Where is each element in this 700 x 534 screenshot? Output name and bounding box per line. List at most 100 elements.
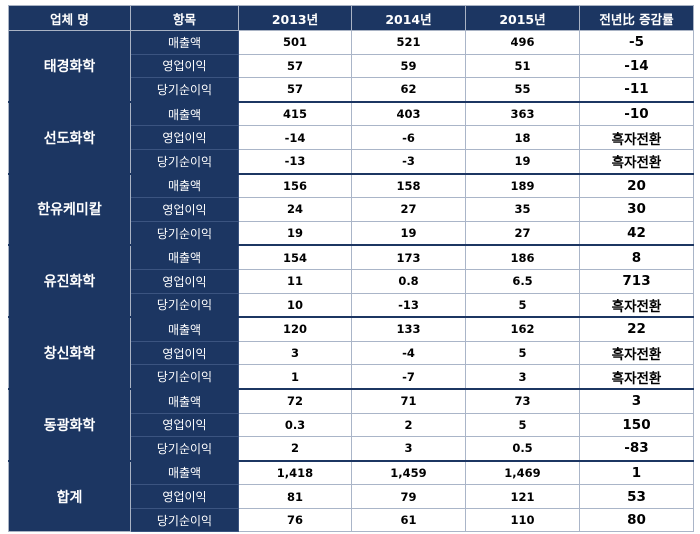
table-row: 당기순이익 19 19 27 42 <box>9 220 694 246</box>
value-2013-cell: 10 <box>238 292 352 318</box>
value-2014-cell: 133 <box>351 316 466 342</box>
value-2013-cell: 2 <box>238 436 352 462</box>
value-2014-cell: -6 <box>351 125 466 150</box>
change-rate-cell: -11 <box>579 77 694 103</box>
value-2013-cell: 81 <box>238 484 352 509</box>
value-2014-cell: 27 <box>351 197 466 222</box>
change-rate-cell: -14 <box>579 53 694 79</box>
company-name-cell: 창신화학 <box>8 316 131 390</box>
item-label-cell: 당기순이익 <box>130 364 239 390</box>
change-rate-cell: 22 <box>579 316 694 342</box>
change-rate-cell: -10 <box>579 100 694 127</box>
value-2013-cell: 0.3 <box>238 412 352 438</box>
value-2013-cell: 76 <box>238 507 352 533</box>
item-label-cell: 영업이익 <box>130 340 239 366</box>
table-row: 영업이익 0.3 2 5 150 <box>9 412 694 438</box>
value-2014-cell: -13 <box>351 292 466 318</box>
value-2015-cell: 51 <box>465 53 580 79</box>
value-2015-cell: 162 <box>465 316 580 342</box>
item-label-cell: 당기순이익 <box>130 220 239 246</box>
change-rate-cell: 3 <box>579 387 694 414</box>
table-row: 영업이익 11 0.8 6.5 713 <box>9 268 694 294</box>
header-2014: 2014년 <box>351 5 466 31</box>
item-label-cell: 영업이익 <box>130 484 239 509</box>
change-rate-cell: 흑자전환 <box>579 125 694 150</box>
value-2014-cell: 19 <box>351 220 466 246</box>
table-header: 업체 명 항목 2013년 2014년 2015년 전년比 증감률 <box>8 5 694 31</box>
value-2015-cell: 73 <box>465 387 580 414</box>
value-2015-cell: 55 <box>465 77 580 103</box>
financial-results-table: 업체 명 항목 2013년 2014년 2015년 전년比 증감률 태경화학 매출… <box>8 5 694 533</box>
value-2015-cell: 496 <box>465 30 580 55</box>
value-2015-cell: 5 <box>465 292 580 318</box>
value-2014-cell: 71 <box>351 387 466 414</box>
value-2015-cell: 110 <box>465 507 580 533</box>
company-name-cell: 유진화학 <box>8 244 131 318</box>
value-2014-cell: 61 <box>351 507 466 533</box>
value-2015-cell: 5 <box>465 340 580 366</box>
change-rate-cell: 흑자전환 <box>579 292 694 318</box>
item-label-cell: 영업이익 <box>130 53 239 79</box>
item-label-cell: 당기순이익 <box>130 148 239 175</box>
change-rate-cell: 150 <box>579 412 694 438</box>
change-rate-cell: -83 <box>579 436 694 462</box>
table-row: 당기순이익 76 61 110 80 <box>9 507 694 533</box>
value-2015-cell: 1,469 <box>465 459 580 486</box>
value-2014-cell: -3 <box>351 148 466 175</box>
table-row: 한유케미칼 매출액 156 158 189 20 <box>8 172 694 246</box>
item-label-cell: 영업이익 <box>130 197 239 222</box>
value-2014-cell: 62 <box>351 77 466 103</box>
table-row: 유진화학 매출액 154 173 186 8 <box>8 244 694 318</box>
value-2013-cell: 11 <box>238 268 352 294</box>
value-2014-cell: 3 <box>351 436 466 462</box>
item-label-cell: 매출액 <box>130 100 239 127</box>
item-label-cell: 매출액 <box>130 244 239 270</box>
value-2014-cell: 158 <box>351 172 466 199</box>
value-2015-cell: 0.5 <box>465 436 580 462</box>
table-row: 창신화학 매출액 120 133 162 22 <box>8 316 694 390</box>
value-2013-cell: 57 <box>238 53 352 79</box>
change-rate-cell: 1 <box>579 459 694 486</box>
financial-table-container: 업체 명 항목 2013년 2014년 2015년 전년比 증감률 태경화학 매출… <box>8 5 694 533</box>
item-label-cell: 영업이익 <box>130 268 239 294</box>
table-row: 태경화학 매출액 501 521 496 -5 <box>8 29 694 103</box>
company-name-cell: 태경화학 <box>8 29 131 103</box>
table-row: 동광화학 매출액 72 71 73 3 <box>8 387 694 462</box>
table-body: 태경화학 매출액 501 521 496 -5 영업이익 57 59 51 -14 당기순이익 57 62… <box>8 29 694 533</box>
header-item: 항목 <box>130 5 239 31</box>
item-label-cell: 당기순이익 <box>130 507 239 533</box>
table-row: 선도화학 매출액 415 403 363 -10 <box>8 100 694 175</box>
header-2013: 2013년 <box>238 5 352 31</box>
change-rate-cell: 30 <box>579 197 694 222</box>
header-company: 업체 명 <box>8 5 131 31</box>
change-rate-cell: 흑자전환 <box>579 364 694 390</box>
item-label-cell: 매출액 <box>130 30 239 55</box>
change-rate-cell: 713 <box>579 268 694 294</box>
change-rate-cell: 8 <box>579 244 694 270</box>
value-2013-cell: 24 <box>238 197 352 222</box>
value-2013-cell: 57 <box>238 77 352 103</box>
item-label-cell: 당기순이익 <box>130 292 239 318</box>
value-2014-cell: 79 <box>351 484 466 509</box>
value-2013-cell: -13 <box>238 148 352 175</box>
value-2014-cell: -7 <box>351 364 466 390</box>
change-rate-cell: 53 <box>579 484 694 509</box>
value-2014-cell: 403 <box>351 100 466 127</box>
value-2013-cell: 120 <box>238 316 352 342</box>
change-rate-cell: 20 <box>579 172 694 199</box>
table-row: 영업이익 -14 -6 18 흑자전환 <box>9 125 694 150</box>
company-name-cell: 선도화학 <box>8 100 131 175</box>
value-2014-cell: 0.8 <box>351 268 466 294</box>
value-2014-cell: -4 <box>351 340 466 366</box>
table-row: 영업이익 3 -4 5 흑자전환 <box>9 340 694 366</box>
value-2014-cell: 1,459 <box>351 459 466 486</box>
table-row: 영업이익 57 59 51 -14 <box>9 53 694 79</box>
item-label-cell: 매출액 <box>130 387 239 414</box>
value-2013-cell: 1,418 <box>238 459 352 486</box>
change-rate-cell: 42 <box>579 220 694 246</box>
header-2015: 2015년 <box>465 5 580 31</box>
value-2013-cell: 156 <box>238 172 352 199</box>
value-2014-cell: 2 <box>351 412 466 438</box>
value-2013-cell: 154 <box>238 244 352 270</box>
value-2015-cell: 363 <box>465 100 580 127</box>
